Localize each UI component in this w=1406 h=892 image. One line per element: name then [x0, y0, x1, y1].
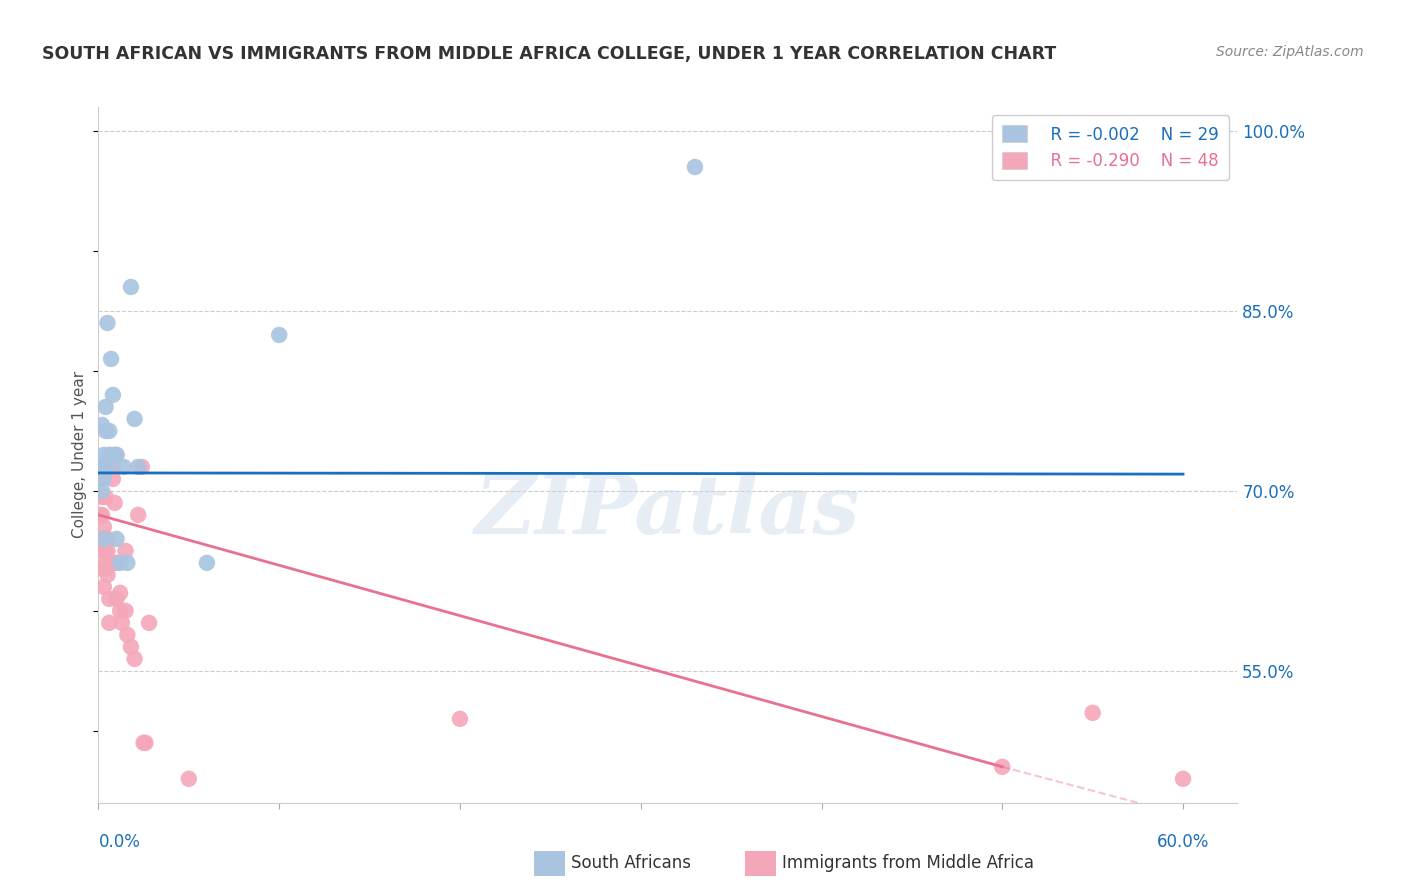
Point — [177, 772, 200, 786]
Point — [111, 615, 134, 630]
Text: ZIPatlas: ZIPatlas — [475, 471, 860, 550]
Text: Immigrants from Middle Africa: Immigrants from Middle Africa — [782, 855, 1033, 872]
Point — [93, 459, 115, 474]
Point — [96, 544, 118, 558]
Point — [96, 532, 118, 546]
Point — [91, 459, 114, 474]
Text: Source: ZipAtlas.com: Source: ZipAtlas.com — [1216, 45, 1364, 59]
Point — [195, 556, 218, 570]
Point — [101, 388, 124, 402]
Point — [108, 586, 131, 600]
Point — [96, 567, 118, 582]
Point — [127, 508, 149, 522]
Point — [114, 604, 136, 618]
Legend:   R = -0.002    N = 29,   R = -0.290    N = 48: R = -0.002 N = 29, R = -0.290 N = 48 — [991, 115, 1229, 180]
Point — [89, 508, 111, 522]
Point — [134, 736, 156, 750]
Point — [98, 448, 121, 462]
Point — [91, 472, 114, 486]
Point — [94, 544, 117, 558]
Point — [93, 544, 115, 558]
Point — [105, 448, 128, 462]
Text: 0.0%: 0.0% — [98, 833, 141, 851]
Point — [98, 591, 121, 606]
Point — [101, 472, 124, 486]
Point — [124, 412, 146, 426]
Point — [104, 556, 127, 570]
Point — [91, 490, 114, 504]
Point — [91, 508, 114, 522]
Point — [127, 459, 149, 474]
Point — [108, 556, 131, 570]
Point — [1081, 706, 1104, 720]
Point — [108, 604, 131, 618]
Point — [991, 760, 1014, 774]
Point — [93, 532, 115, 546]
Point — [132, 736, 155, 750]
Point — [94, 400, 117, 414]
Point — [93, 562, 115, 576]
Point — [98, 615, 121, 630]
Point — [89, 538, 111, 552]
Point — [449, 712, 471, 726]
Point — [93, 448, 115, 462]
Point — [105, 556, 128, 570]
Point — [96, 316, 118, 330]
Point — [100, 459, 122, 474]
Point — [101, 459, 124, 474]
Point — [91, 483, 114, 498]
Point — [114, 544, 136, 558]
Text: SOUTH AFRICAN VS IMMIGRANTS FROM MIDDLE AFRICA COLLEGE, UNDER 1 YEAR CORRELATION: SOUTH AFRICAN VS IMMIGRANTS FROM MIDDLE … — [42, 45, 1056, 62]
Point — [93, 520, 115, 534]
Point — [94, 556, 117, 570]
Point — [89, 459, 111, 474]
Point — [91, 417, 114, 432]
Text: 60.0%: 60.0% — [1157, 833, 1209, 851]
Text: South Africans: South Africans — [571, 855, 690, 872]
Point — [105, 532, 128, 546]
Point — [105, 591, 128, 606]
Point — [100, 351, 122, 366]
Point — [120, 640, 142, 654]
Point — [93, 532, 115, 546]
Point — [100, 448, 122, 462]
Point — [93, 472, 115, 486]
Point — [120, 280, 142, 294]
Point — [93, 538, 115, 552]
Point — [94, 424, 117, 438]
Point — [104, 496, 127, 510]
Point — [117, 556, 139, 570]
Point — [100, 459, 122, 474]
Point — [131, 459, 153, 474]
Point — [269, 328, 291, 343]
Point — [112, 459, 135, 474]
Point — [98, 424, 121, 438]
Point — [105, 448, 128, 462]
Point — [94, 490, 117, 504]
Point — [117, 628, 139, 642]
Point — [683, 160, 706, 174]
Y-axis label: College, Under 1 year: College, Under 1 year — [72, 371, 87, 539]
Point — [96, 459, 118, 474]
Point — [94, 562, 117, 576]
Point — [1171, 772, 1194, 786]
Point — [94, 532, 117, 546]
Point — [104, 448, 127, 462]
Point — [124, 652, 146, 666]
Point — [93, 580, 115, 594]
Point — [138, 615, 160, 630]
